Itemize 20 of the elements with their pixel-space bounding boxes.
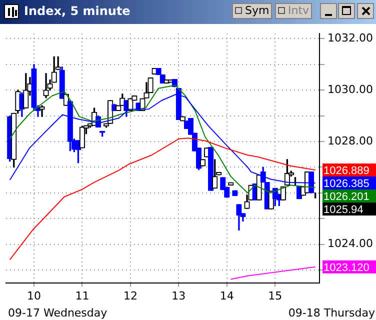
- text: 09-18 Thursday: [288, 306, 376, 320]
- x-tick-label: 13: [172, 289, 186, 302]
- text: Intv: [275, 3, 312, 19]
- x-tick-label: 12: [123, 289, 138, 302]
- x-tick-label: 10: [26, 289, 41, 302]
- y-tick-label: 1024.00: [328, 237, 374, 250]
- x-tick-label: 15: [268, 289, 282, 302]
- text: 1025.94: [324, 204, 364, 216]
- x-tick-label: 14: [220, 289, 234, 302]
- y-tick-label: 1030.00: [328, 82, 374, 96]
- chart-title: Index, 5 minute: [24, 4, 130, 18]
- y-tick-label: 1028.00: [328, 134, 374, 148]
- text: 09-17 Wednesday: [8, 306, 108, 320]
- x-tick-label: 11: [75, 289, 90, 302]
- data-label: 1026.201: [324, 191, 370, 204]
- data-label: 1026.385: [324, 178, 370, 190]
- y-tick-label: 1032.00: [328, 32, 374, 45]
- text: Sym: [232, 3, 272, 19]
- data-label: 1026.889: [324, 165, 370, 178]
- data-label: 1023.120: [324, 262, 370, 274]
